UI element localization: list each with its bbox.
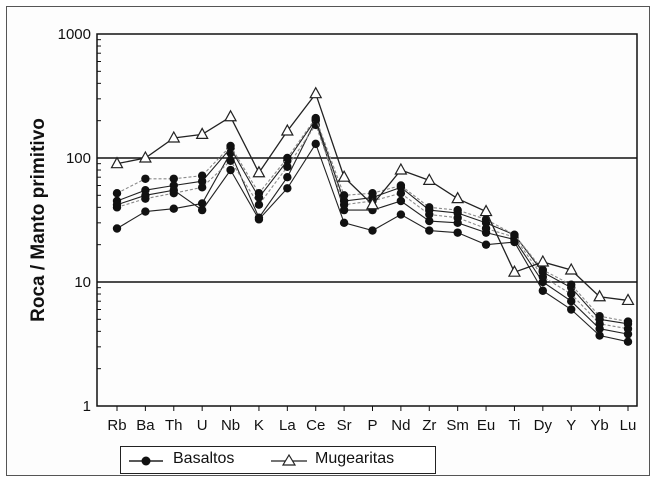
data-point-Dy	[539, 266, 547, 274]
legend: Basaltos Mugearitas	[120, 446, 436, 474]
data-point-Nb	[226, 157, 234, 165]
series-basaltos-4	[113, 140, 632, 346]
axes	[97, 34, 637, 411]
data-point-Lu	[624, 338, 632, 346]
legend-basaltos-marker	[142, 457, 151, 466]
data-point-Eu	[481, 206, 492, 216]
x-tick-label-P: P	[367, 417, 377, 434]
series-basaltos-2	[113, 115, 632, 328]
data-point-K	[255, 201, 263, 209]
data-point-Ce	[312, 114, 320, 122]
series-line	[117, 144, 628, 342]
x-tick-label-Sm: Sm	[446, 417, 469, 434]
x-tick-label-Th: Th	[165, 417, 183, 434]
x-tick-label-Sr: Sr	[337, 417, 352, 434]
data-point-Ba	[140, 152, 151, 162]
data-point-Rb	[113, 224, 121, 232]
data-point-Yb	[595, 331, 603, 339]
data-point-Nb	[226, 142, 234, 150]
data-point-Ce	[312, 140, 320, 148]
series-basaltos-3	[113, 114, 632, 326]
series-layer	[112, 88, 634, 346]
x-tick-label-U: U	[197, 417, 208, 434]
legend-mugearitas-marker	[283, 455, 295, 465]
data-point-Ce	[310, 88, 321, 98]
y-tick-labels: 1 10 100 1000	[58, 26, 91, 415]
x-tick-label-Y: Y	[566, 417, 576, 434]
data-point-Dy	[537, 256, 548, 266]
data-point-Zr	[425, 203, 433, 211]
legend-label-basaltos: Basaltos	[173, 450, 234, 468]
data-point-Th	[170, 186, 178, 194]
data-point-Zr	[425, 226, 433, 234]
data-point-Y	[567, 297, 575, 305]
y-axis-label: Roca / Manto primitivo	[28, 118, 49, 322]
series-line	[117, 119, 628, 323]
data-point-Nd	[397, 197, 405, 205]
x-tick-label-Ti: Ti	[508, 417, 520, 434]
data-point-Lu	[624, 317, 632, 325]
data-point-Nb	[225, 111, 236, 121]
data-point-P	[368, 189, 376, 197]
data-point-Ba	[141, 207, 149, 215]
data-point-K	[255, 215, 263, 223]
x-tick-label-Eu: Eu	[477, 417, 495, 434]
y-tick-label: 100	[66, 150, 91, 167]
y-tick-label: 1	[83, 398, 91, 415]
data-point-Sr	[340, 219, 348, 227]
x-tick-labels: Rb Ba Th U Nb K La Ce Sr P Nd Zr Sm Eu Ti Dy Y Yb Lu	[107, 417, 636, 434]
data-point-K	[255, 189, 263, 197]
plot-area-border	[97, 34, 637, 406]
data-point-K	[253, 167, 264, 177]
data-point-La	[283, 154, 291, 162]
y-tick-label: 1000	[58, 26, 91, 43]
gridlines	[97, 158, 637, 282]
x-tick-label-Nd: Nd	[391, 417, 410, 434]
data-point-Y	[567, 305, 575, 313]
data-point-Ti	[510, 231, 518, 239]
data-point-Yb	[595, 312, 603, 320]
data-point-Ti	[510, 238, 518, 246]
x-tick-label-Dy: Dy	[534, 417, 553, 434]
x-tick-label-La: La	[279, 417, 296, 434]
data-point-Nd	[395, 164, 406, 174]
x-tick-label-Ba: Ba	[136, 417, 155, 434]
data-point-U	[198, 171, 206, 179]
x-tick-label-Ce: Ce	[306, 417, 325, 434]
series-line	[117, 118, 628, 321]
y-tick-label: 10	[74, 274, 91, 291]
data-point-Dy	[539, 287, 547, 295]
data-point-U	[197, 128, 208, 138]
data-point-Ba	[141, 191, 149, 199]
x-tick-label-Zr: Zr	[422, 417, 436, 434]
data-point-U	[198, 206, 206, 214]
data-point-La	[283, 184, 291, 192]
x-tick-label-Rb: Rb	[107, 417, 126, 434]
data-point-Sm	[453, 228, 461, 236]
data-point-Sm	[452, 193, 463, 203]
data-point-Sr	[340, 191, 348, 199]
legend-label-mugearitas: Mugearitas	[315, 450, 394, 468]
data-point-Rb	[113, 201, 121, 209]
data-point-Eu	[482, 240, 490, 248]
data-point-Sr	[339, 171, 350, 181]
data-point-Nd	[397, 181, 405, 189]
data-point-La	[283, 173, 291, 181]
data-point-Y	[567, 281, 575, 289]
x-tick-label-K: K	[254, 417, 264, 434]
data-point-Th	[170, 175, 178, 183]
data-point-Nd	[397, 210, 405, 218]
x-tick-label-Yb: Yb	[590, 417, 608, 434]
data-point-Sm	[453, 206, 461, 214]
data-point-Nb	[226, 166, 234, 174]
x-tick-label-Nb: Nb	[221, 417, 240, 434]
data-point-Th	[170, 205, 178, 213]
data-point-Rb	[113, 189, 121, 197]
x-tick-label-Lu: Lu	[620, 417, 637, 434]
data-point-Ba	[141, 175, 149, 183]
data-point-P	[368, 226, 376, 234]
